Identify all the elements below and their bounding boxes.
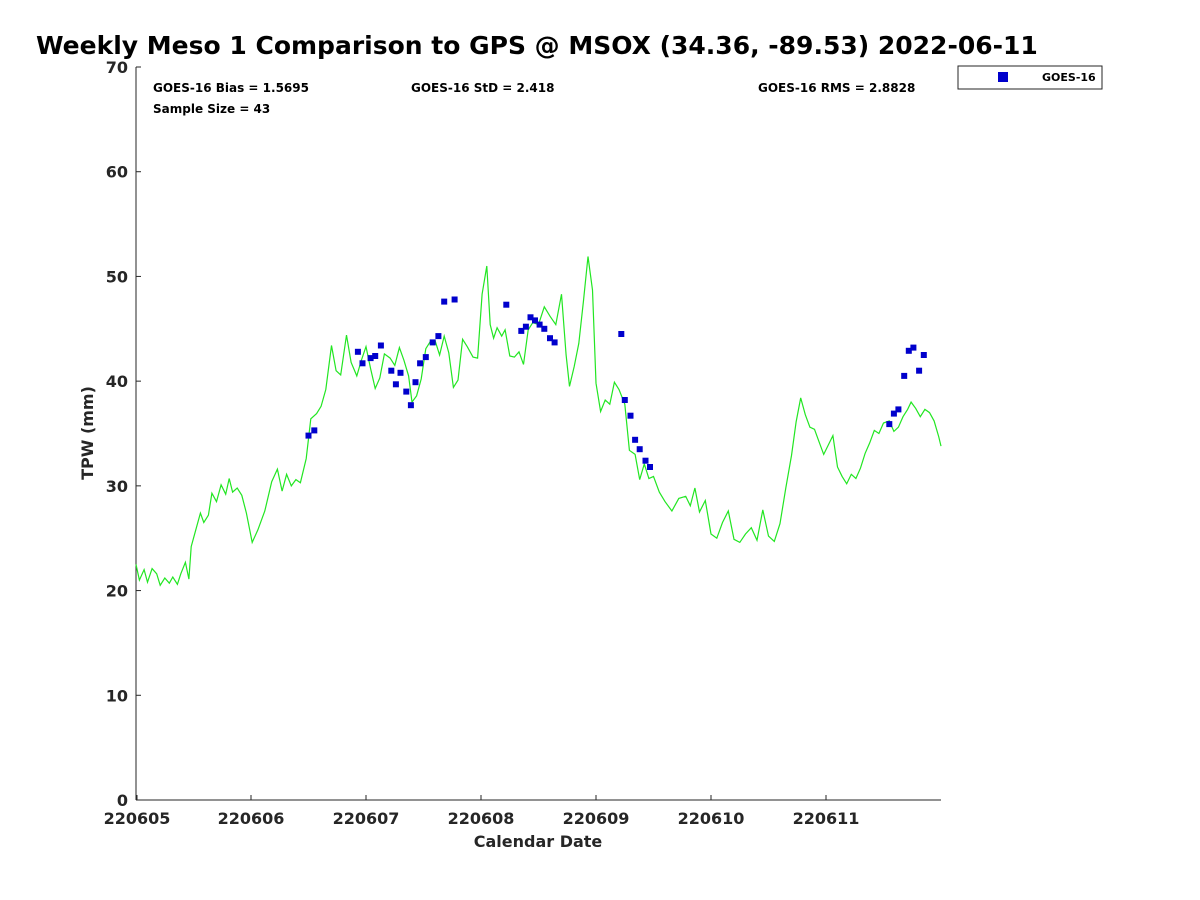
goes-16-point — [311, 427, 318, 434]
x-tick-label: 220607 — [333, 809, 400, 828]
goes-16-point — [890, 410, 897, 417]
y-tick-label: 30 — [106, 477, 128, 496]
y-tick-label: 20 — [106, 582, 128, 601]
goes-16-point — [451, 296, 458, 303]
y-tick-label: 60 — [106, 163, 128, 182]
stat-sample-size: Sample Size = 43 — [153, 102, 270, 116]
x-tick-label: 220605 — [104, 809, 171, 828]
stat-std: GOES-16 StD = 2.418 — [411, 81, 554, 95]
y-tick-label: 40 — [106, 372, 128, 391]
gps-line — [135, 256, 942, 587]
x-tick-label: 220609 — [563, 809, 630, 828]
goes-16-point — [536, 321, 543, 328]
stat-bias: GOES-16 Bias = 1.5695 — [153, 81, 309, 95]
x-axis-label: Calendar Date — [474, 832, 603, 851]
goes-16-point — [522, 323, 529, 330]
goes-16-point — [417, 360, 424, 367]
goes-16-point — [886, 421, 893, 428]
goes-16-point — [359, 360, 366, 367]
goes-16-point — [412, 379, 419, 386]
goes-16-point — [551, 339, 558, 346]
y-axis-ticks: 0 10 20 30 40 50 60 70 — [106, 58, 141, 810]
goes-16-point — [636, 446, 643, 453]
x-tick-label: 220611 — [793, 809, 860, 828]
goes-16-point — [541, 325, 548, 332]
y-tick-label: 50 — [106, 267, 128, 286]
goes-16-point — [647, 464, 653, 470]
goes-16-series — [305, 296, 927, 470]
goes-16-point — [627, 412, 634, 419]
y-tick-label: 0 — [117, 791, 128, 810]
goes-16-point — [532, 317, 538, 324]
goes-16-point — [527, 314, 534, 321]
goes-16-point — [441, 298, 448, 305]
goes-16-point — [547, 335, 553, 342]
stat-rms: GOES-16 RMS = 2.8828 — [758, 81, 915, 95]
goes-16-point — [621, 397, 628, 403]
goes-16-point — [388, 367, 395, 374]
goes-16-point — [905, 347, 912, 354]
y-tick-label: 70 — [106, 58, 128, 77]
goes-16-point — [518, 327, 525, 334]
goes-16-point — [642, 457, 649, 464]
goes-16-point — [429, 339, 436, 346]
goes-16-point — [397, 369, 404, 376]
goes-16-point — [367, 355, 374, 362]
goes-16-point — [910, 344, 917, 351]
goes-16-point — [920, 352, 927, 358]
plot-area — [136, 67, 941, 800]
goes-16-point — [503, 301, 510, 308]
goes-16-point — [407, 402, 414, 409]
x-tick-label: 220610 — [678, 809, 745, 828]
goes-16-point — [392, 381, 399, 388]
goes-16-point — [632, 436, 639, 443]
goes-16-point — [377, 342, 384, 349]
goes-16-point — [372, 353, 379, 359]
legend-label-goes-16: GOES-16 — [1042, 71, 1096, 84]
goes-16-point — [901, 372, 908, 379]
legend-box — [957, 65, 1103, 90]
goes-16-point — [895, 406, 902, 413]
x-tick-label: 220608 — [448, 809, 515, 828]
x-axis-ticks: 220605 220606 220607 220608 220609 220610 2206… — [104, 795, 860, 828]
legend: GOES-16 — [957, 65, 1103, 90]
y-axis-label: TPW (mm) — [78, 386, 97, 480]
goes-16-point — [916, 367, 923, 374]
goes-16-point — [403, 388, 410, 395]
goes-16-point — [435, 333, 442, 340]
chart-title: Weekly Meso 1 Comparison to GPS @ MSOX (… — [36, 31, 1038, 60]
goes-16-point — [422, 354, 429, 361]
goes-16-point — [618, 331, 625, 337]
x-tick-label: 220606 — [218, 809, 285, 828]
y-tick-label: 10 — [106, 686, 128, 705]
legend-marker-goes-16 — [998, 72, 1008, 82]
goes-16-point — [305, 432, 312, 439]
gps-series — [135, 256, 942, 587]
goes-16-point — [354, 348, 361, 355]
